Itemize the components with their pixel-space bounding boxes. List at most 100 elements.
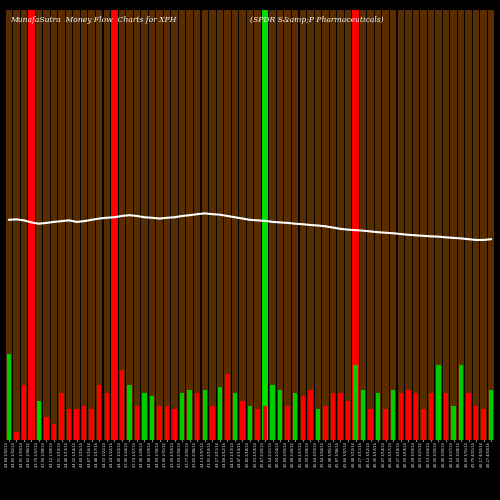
Bar [134, 10, 140, 440]
Bar [188, 390, 192, 440]
Bar [330, 393, 335, 440]
Bar [210, 406, 214, 440]
Bar [338, 10, 344, 440]
Bar [6, 354, 11, 440]
Bar [284, 10, 291, 440]
Bar [20, 10, 27, 440]
Bar [186, 10, 193, 440]
Bar [293, 393, 298, 440]
Bar [368, 10, 374, 440]
Bar [195, 393, 200, 440]
Bar [127, 386, 132, 440]
Bar [104, 10, 110, 440]
Bar [88, 10, 95, 440]
Bar [81, 10, 87, 440]
Bar [292, 10, 298, 440]
Bar [300, 396, 305, 440]
Bar [120, 370, 124, 440]
Bar [111, 10, 117, 440]
Text: MunafaSutra  Money Flow  Charts for XPH: MunafaSutra Money Flow Charts for XPH [10, 16, 176, 24]
Bar [277, 10, 283, 440]
Bar [202, 10, 208, 440]
Bar [263, 406, 268, 440]
Bar [308, 390, 312, 440]
Text: (SPDR S&amp;P Pharmaceuticals): (SPDR S&amp;P Pharmaceuticals) [250, 16, 384, 24]
Bar [352, 10, 358, 440]
Bar [158, 406, 162, 440]
Bar [398, 393, 403, 440]
Bar [14, 432, 18, 440]
Bar [179, 10, 186, 440]
Bar [247, 10, 253, 440]
Bar [150, 396, 154, 440]
Bar [376, 393, 380, 440]
Bar [444, 393, 448, 440]
Bar [450, 10, 456, 440]
Bar [232, 393, 237, 440]
Bar [66, 10, 72, 440]
Bar [142, 393, 146, 440]
Bar [482, 408, 486, 440]
Bar [314, 10, 321, 440]
Bar [270, 386, 275, 440]
Bar [262, 10, 268, 440]
Bar [240, 401, 244, 440]
Bar [232, 10, 238, 440]
Bar [97, 386, 102, 440]
Bar [51, 10, 57, 440]
Bar [436, 10, 442, 440]
Bar [224, 10, 230, 440]
Bar [428, 393, 433, 440]
Bar [390, 10, 396, 440]
Bar [104, 393, 109, 440]
Bar [22, 386, 26, 440]
Bar [262, 10, 268, 440]
Bar [473, 10, 480, 440]
Bar [405, 10, 411, 440]
Bar [248, 406, 252, 440]
Bar [82, 406, 86, 440]
Bar [28, 10, 34, 440]
Bar [368, 408, 373, 440]
Bar [164, 10, 170, 440]
Bar [202, 390, 207, 440]
Bar [414, 393, 418, 440]
Bar [29, 408, 34, 440]
Bar [28, 10, 34, 440]
Bar [118, 10, 125, 440]
Bar [74, 10, 80, 440]
Bar [428, 10, 434, 440]
Bar [36, 401, 41, 440]
Bar [126, 10, 132, 440]
Bar [443, 10, 449, 440]
Bar [436, 365, 440, 440]
Bar [338, 393, 342, 440]
Bar [398, 10, 404, 440]
Bar [391, 390, 396, 440]
Bar [180, 393, 184, 440]
Bar [254, 10, 260, 440]
Bar [382, 10, 389, 440]
Bar [90, 408, 94, 440]
Bar [74, 408, 79, 440]
Bar [52, 424, 57, 440]
Bar [194, 10, 200, 440]
Bar [44, 416, 48, 440]
Bar [384, 408, 388, 440]
Bar [156, 10, 162, 440]
Bar [307, 10, 314, 440]
Bar [459, 365, 464, 440]
Bar [330, 10, 336, 440]
Bar [323, 406, 328, 440]
Bar [67, 408, 71, 440]
Bar [322, 10, 328, 440]
Bar [420, 10, 426, 440]
Bar [466, 393, 471, 440]
Bar [352, 10, 358, 440]
Bar [36, 10, 42, 440]
Bar [149, 10, 155, 440]
Bar [134, 406, 139, 440]
Bar [360, 10, 366, 440]
Bar [345, 10, 351, 440]
Bar [354, 365, 358, 440]
